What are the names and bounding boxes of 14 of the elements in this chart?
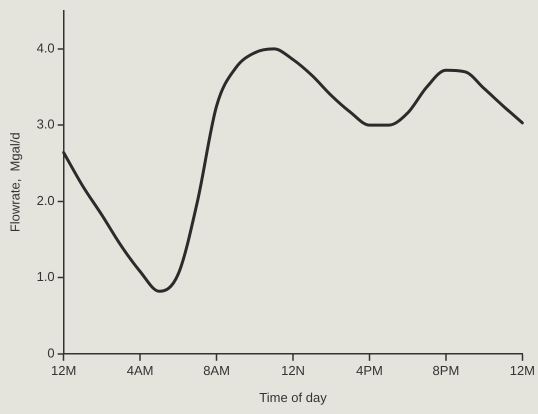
y-axis-title: Flowrate, Mgal/d: [7, 132, 22, 232]
x-tick-label: 8PM: [432, 363, 460, 378]
x-tick-label: 12M: [510, 363, 536, 378]
x-axis-title: Time of day: [259, 390, 328, 405]
y-tick-label: 1.0: [36, 269, 55, 284]
x-tick-label: 8AM: [203, 363, 230, 378]
y-tick-label: 3.0: [36, 116, 55, 132]
y-tick-label: 4.0: [36, 40, 55, 56]
y-tick-label: 0: [47, 345, 55, 360]
x-tick-label: 12N: [281, 363, 305, 378]
x-tick-label: 12M: [51, 363, 76, 378]
x-tick-label: 4PM: [356, 363, 383, 378]
x-tick-label: 4AM: [126, 363, 154, 378]
y-tick-label: 2.0: [36, 192, 55, 208]
